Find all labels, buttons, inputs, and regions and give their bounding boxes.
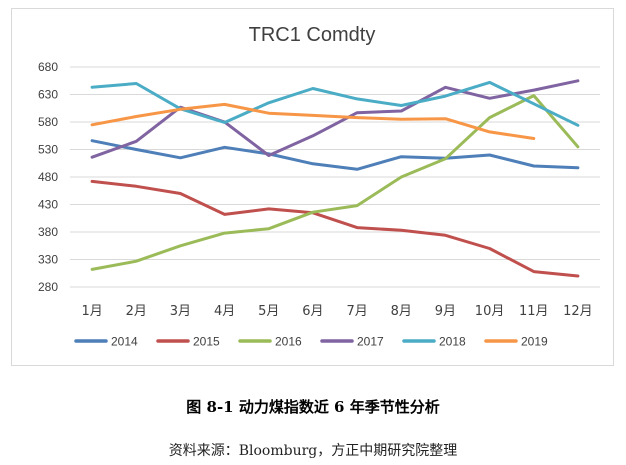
source-note: 资料来源：Bloomburg，方正中期研究院整理	[168, 443, 458, 459]
series-line-2014	[90, 139, 580, 171]
x-tick-label: 1月	[81, 304, 102, 319]
x-tick-label: 6月	[302, 304, 323, 319]
legend-label-2014: 2014	[111, 335, 138, 349]
chart-title: TRC1 Comdty	[249, 24, 376, 46]
x-tick-label: 3月	[170, 304, 191, 319]
x-tick-label: 12月	[563, 304, 593, 319]
y-tick-label: 580	[38, 115, 58, 129]
x-tick-label: 5月	[258, 304, 279, 319]
y-tick-label: 530	[38, 143, 58, 157]
series-line-2018	[90, 80, 580, 127]
series-line-2019	[90, 102, 536, 140]
x-tick-label: 2月	[126, 304, 147, 319]
y-tick-label: 480	[38, 170, 58, 184]
x-tick-label: 8月	[391, 304, 412, 319]
y-tick-label: 430	[38, 198, 58, 212]
legend-label-2016: 2016	[275, 335, 302, 349]
y-tick-label: 630	[38, 88, 58, 102]
gridlines	[70, 66, 600, 288]
y-tick-label: 330	[38, 253, 58, 267]
chart: TRC1 Comdty 280330380430480530580630680 …	[38, 24, 600, 349]
chart-frame: TRC1 Comdty 280 330 380 430 480 530 580 630 680 …	[11, 8, 614, 366]
x-axis: 1月 2月 3月 4月 5月 6月 7月 8月 9月 10月 11月 12月	[81, 304, 592, 319]
x-tick-label: 11月	[519, 304, 549, 319]
legend-label-2019: 2019	[521, 335, 548, 349]
legend-label-2018: 2018	[439, 335, 466, 349]
x-tick-label: 9月	[435, 304, 456, 319]
legend-label-2015: 2015	[193, 335, 220, 349]
y-tick-label: 680	[38, 60, 58, 74]
y-tick-label: 380	[38, 225, 58, 239]
x-tick-label: 10月	[475, 304, 505, 319]
y-tick-label: 280	[38, 280, 58, 294]
x-tick-label: 4月	[214, 304, 235, 319]
series-line-2015	[90, 179, 580, 278]
x-tick-label: 7月	[346, 304, 367, 319]
series-line-2017	[90, 79, 580, 159]
series-lines	[90, 79, 580, 278]
legend-label-2017: 2017	[357, 335, 384, 349]
legend: 2014 2015 2016 2017 2018 2019	[74, 335, 548, 349]
figure-caption: 图 8-1 动力煤指数近 6 年季节性分析	[186, 398, 440, 416]
series-line-2016	[90, 94, 580, 271]
y-axis: 280 330 380 430 480 530 580 630 680	[38, 60, 58, 294]
